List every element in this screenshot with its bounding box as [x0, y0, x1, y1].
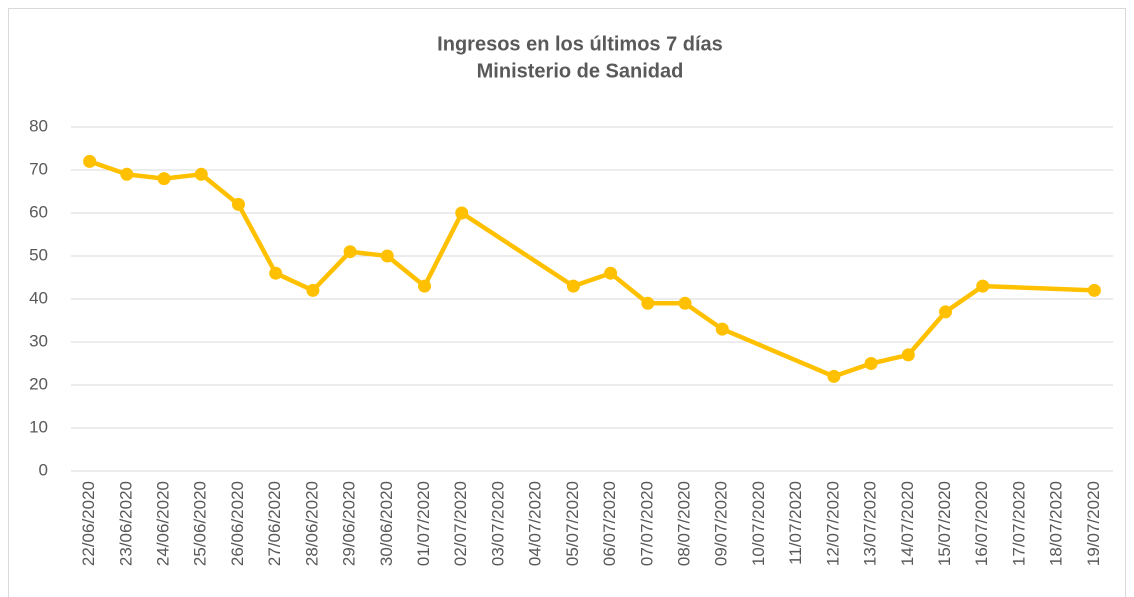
y-tick-label: 10: [29, 417, 48, 436]
y-tick-label: 30: [29, 331, 48, 350]
data-point: [269, 266, 283, 280]
chart-title: Ingresos en los últimos 7 días: [437, 33, 723, 55]
x-tick-label: 17/07/2020: [1009, 481, 1028, 566]
x-tick-label: 28/06/2020: [302, 481, 321, 566]
data-point: [194, 167, 208, 181]
data-point: [1087, 283, 1101, 297]
chart-border: [8, 8, 1126, 597]
data-point: [231, 197, 245, 211]
x-tick-label: 02/07/2020: [451, 481, 470, 566]
y-tick-label: 70: [29, 159, 48, 178]
x-tick-label: 18/07/2020: [1047, 481, 1066, 566]
x-tick-label: 13/07/2020: [861, 481, 880, 566]
x-tick-label: 01/07/2020: [414, 481, 433, 566]
x-tick-label: 23/06/2020: [116, 481, 135, 566]
x-tick-label: 07/07/2020: [637, 481, 656, 566]
x-tick-label: 11/07/2020: [786, 481, 805, 565]
y-tick-label: 40: [29, 288, 48, 307]
x-tick-label: 12/07/2020: [823, 481, 842, 566]
x-tick-label: 15/07/2020: [935, 481, 954, 566]
data-point: [864, 357, 878, 370]
x-tick-label: 06/07/2020: [600, 481, 619, 566]
x-tick-label: 04/07/2020: [526, 481, 545, 566]
data-point: [83, 154, 97, 168]
y-tick-label: 80: [29, 116, 48, 135]
x-tick-label: 16/07/2020: [972, 481, 991, 566]
data-point: [827, 369, 841, 383]
x-tick-label: 24/06/2020: [154, 481, 173, 566]
data-point: [604, 266, 618, 280]
data-point: [306, 283, 320, 297]
x-tick-label: 09/07/2020: [712, 481, 731, 566]
data-point: [976, 279, 990, 293]
x-tick-label: 08/07/2020: [675, 481, 694, 566]
y-tick-label: 50: [29, 245, 48, 264]
chart-subtitle: Ministerio de Sanidad: [477, 60, 684, 82]
data-point: [157, 172, 171, 186]
data-point: [715, 322, 729, 336]
data-point: [380, 249, 394, 263]
x-tick-label: 25/06/2020: [191, 481, 210, 566]
x-tick-label: 22/06/2020: [79, 481, 98, 566]
data-point: [455, 206, 469, 220]
y-tick-label: 20: [29, 374, 48, 393]
data-point: [678, 296, 692, 310]
x-tick-label: 30/06/2020: [377, 481, 396, 566]
x-tick-label: 27/06/2020: [265, 481, 284, 566]
y-tick-label: 60: [29, 202, 48, 221]
x-tick-label: 26/06/2020: [228, 481, 247, 566]
data-point: [641, 296, 655, 310]
data-point: [120, 167, 134, 181]
data-point: [418, 279, 432, 293]
x-tick-label: 03/07/2020: [488, 481, 507, 566]
x-tick-label: 29/06/2020: [340, 481, 359, 566]
data-line: [88, 159, 1095, 379]
data-point: [566, 279, 580, 293]
data-point: [343, 245, 357, 259]
x-tick-label: 19/07/2020: [1084, 481, 1103, 566]
y-tick-label: 0: [39, 460, 48, 479]
data-point: [901, 348, 915, 362]
x-tick-label: 14/07/2020: [898, 481, 917, 566]
x-tick-label: 05/07/2020: [563, 481, 582, 566]
x-tick-label: 10/07/2020: [749, 481, 768, 566]
data-point: [939, 305, 953, 319]
